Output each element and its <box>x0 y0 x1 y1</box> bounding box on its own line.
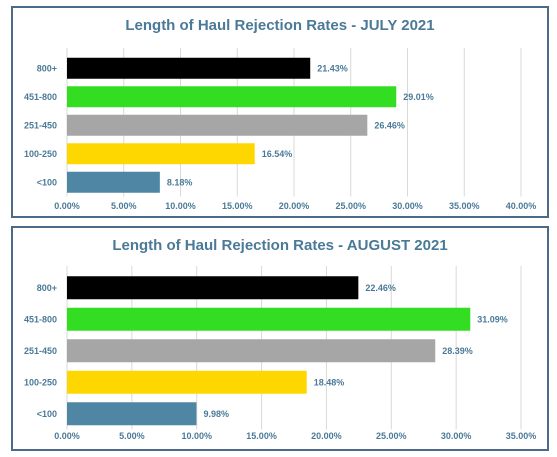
x-tick-label: 0.00% <box>54 431 80 441</box>
data-label: 8.18% <box>167 177 193 187</box>
data-label: 29.01% <box>403 92 434 102</box>
category-label: 800+ <box>37 63 57 73</box>
chart-title: Length of Haul Rejection Rates - JULY 20… <box>125 17 434 34</box>
bar <box>67 86 397 108</box>
data-label: 16.54% <box>262 149 293 159</box>
x-tick-label: 30.00% <box>441 431 472 441</box>
category-label: 251-450 <box>24 120 57 130</box>
data-label: 26.46% <box>374 120 405 130</box>
category-label: 100-250 <box>24 377 57 387</box>
chart-title: Length of Haul Rejection Rates - AUGUST … <box>112 237 447 254</box>
x-tick-label: 30.00% <box>392 201 423 211</box>
x-tick-label: 5.00% <box>111 201 137 211</box>
data-label: 9.98% <box>203 409 229 419</box>
category-label: 800+ <box>37 283 57 293</box>
data-label: 31.09% <box>477 314 508 324</box>
category-label: 100-250 <box>24 149 57 159</box>
bar <box>67 402 197 426</box>
bar <box>67 114 368 136</box>
bar <box>67 370 307 394</box>
x-tick-label: 20.00% <box>311 431 342 441</box>
bar <box>67 171 160 193</box>
data-label: 18.48% <box>314 377 345 387</box>
chart-panel-july: Length of Haul Rejection Rates - JULY 20… <box>11 6 549 218</box>
x-tick-label: 25.00% <box>376 431 407 441</box>
bar <box>67 57 311 79</box>
x-tick-label: 10.00% <box>181 431 212 441</box>
category-label: <100 <box>37 409 57 419</box>
x-tick-label: 5.00% <box>119 431 145 441</box>
data-label: 21.43% <box>317 63 348 73</box>
x-tick-label: 35.00% <box>506 431 537 441</box>
x-tick-label: 10.00% <box>165 201 196 211</box>
category-label: 251-450 <box>24 346 57 356</box>
bar <box>67 276 359 300</box>
category-label: <100 <box>37 177 57 187</box>
x-tick-label: 20.00% <box>279 201 310 211</box>
august-bar-chart: Length of Haul Rejection Rates - AUGUST … <box>24 237 537 441</box>
bar <box>67 143 255 165</box>
bar <box>67 307 471 331</box>
x-tick-label: 15.00% <box>222 201 253 211</box>
category-label: 451-800 <box>24 314 57 324</box>
data-label: 28.39% <box>442 346 473 356</box>
chart-panel-august: Length of Haul Rejection Rates - AUGUST … <box>11 226 549 451</box>
x-tick-label: 25.00% <box>335 201 366 211</box>
data-label: 22.46% <box>365 283 396 293</box>
x-tick-label: 40.00% <box>506 201 537 211</box>
x-tick-label: 0.00% <box>54 201 80 211</box>
category-label: 451-800 <box>24 92 57 102</box>
x-tick-label: 15.00% <box>246 431 277 441</box>
bar <box>67 339 436 363</box>
july-bar-chart: Length of Haul Rejection Rates - JULY 20… <box>24 17 537 211</box>
x-tick-label: 35.00% <box>449 201 480 211</box>
